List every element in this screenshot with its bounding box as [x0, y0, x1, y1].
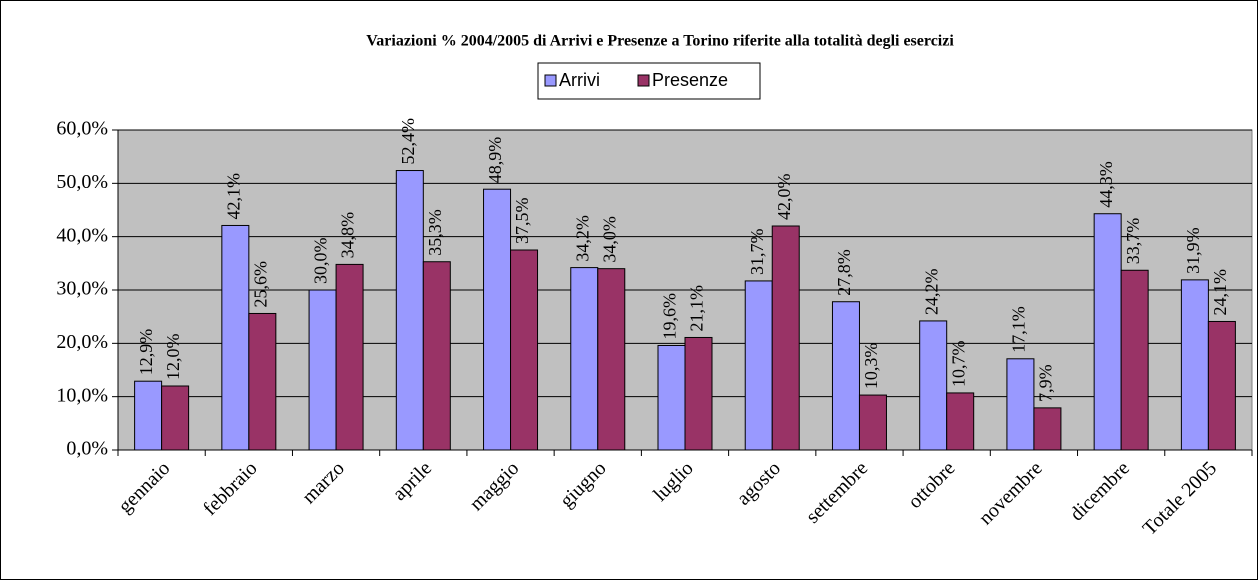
legend-swatch [544, 74, 557, 87]
y-tick-label: 10,0% [56, 384, 108, 406]
bar [221, 224, 250, 451]
data-label: 52,4% [398, 118, 418, 165]
bar [1180, 279, 1209, 451]
data-label: 35,3% [425, 209, 445, 256]
data-label: 30,0% [311, 238, 331, 285]
data-label: 44,3% [1096, 161, 1116, 208]
bar [335, 263, 364, 451]
bar [744, 280, 773, 451]
bar [570, 267, 599, 451]
legend-label: Presenze [652, 70, 728, 90]
bar [919, 320, 948, 451]
data-label: 24,1% [1210, 269, 1230, 316]
data-label: 10,7% [948, 340, 968, 387]
bar [1207, 320, 1236, 451]
bar [657, 344, 686, 451]
bar [1033, 407, 1062, 451]
bar [422, 261, 451, 451]
data-label: 21,1% [687, 285, 707, 332]
y-tick-label: 30,0% [56, 278, 108, 300]
chart-title: Variazioni % 2004/2005 di Arrivi e Prese… [366, 33, 954, 50]
bar [510, 249, 539, 451]
bar [771, 225, 800, 451]
data-label: 34,8% [338, 212, 358, 259]
bar [1006, 358, 1035, 451]
data-label: 24,2% [921, 268, 941, 315]
y-tick-label: 0,0% [66, 438, 108, 460]
bar [483, 188, 512, 451]
y-tick-label: 50,0% [56, 171, 108, 193]
bar [684, 336, 713, 451]
bar [597, 268, 626, 451]
data-label: 33,7% [1123, 218, 1143, 265]
data-label: 7,9% [1036, 364, 1056, 402]
data-label: 31,7% [747, 228, 767, 275]
y-tick-label: 20,0% [56, 331, 108, 353]
bar [308, 289, 337, 451]
bar [134, 380, 163, 451]
data-label: 37,5% [512, 198, 532, 245]
bar [161, 385, 190, 451]
data-label: 34,2% [572, 215, 592, 262]
data-label: 10,3% [861, 343, 881, 390]
legend-swatch [637, 74, 650, 87]
data-label: 31,9% [1183, 227, 1203, 274]
data-label: 25,6% [250, 261, 270, 308]
data-label: 34,0% [599, 216, 619, 263]
data-label: 48,9% [485, 137, 505, 184]
bar [395, 170, 424, 451]
legend-label: Arrivi [559, 70, 600, 90]
data-label: 12,0% [163, 334, 183, 381]
bar [946, 392, 975, 451]
bar [248, 312, 277, 451]
bar [1093, 213, 1122, 451]
bar [858, 394, 887, 451]
data-label: 27,8% [834, 249, 854, 296]
data-label: 19,6% [660, 293, 680, 340]
data-label: 12,9% [136, 329, 156, 376]
data-label: 42,1% [223, 173, 243, 220]
bar [1120, 269, 1149, 451]
data-label: 42,0% [774, 174, 794, 221]
data-label: 17,1% [1009, 306, 1029, 353]
bar [831, 301, 860, 451]
y-tick-label: 40,0% [56, 224, 108, 246]
y-tick-label: 60,0% [56, 118, 108, 140]
